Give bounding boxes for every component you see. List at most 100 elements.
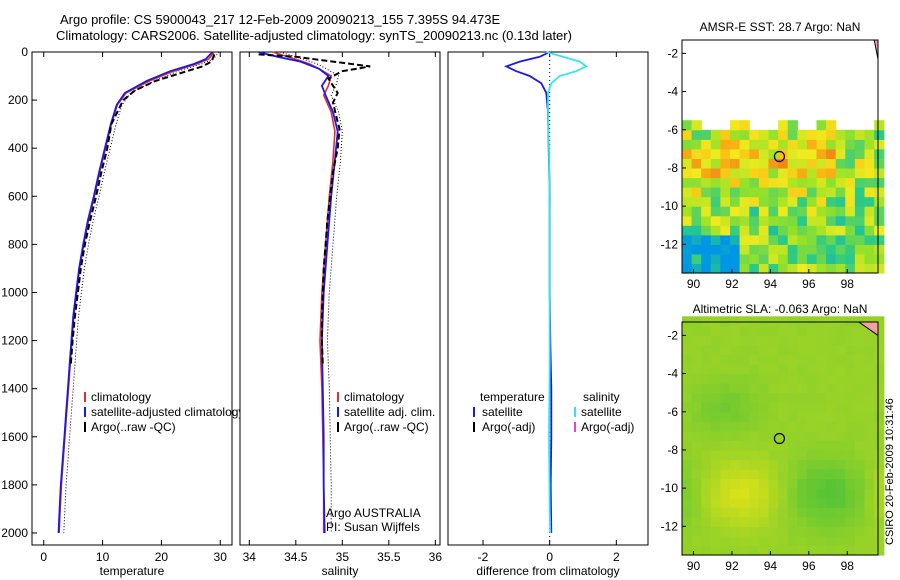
heatmap-cell (701, 373, 712, 384)
heatmap-cell (797, 215, 808, 226)
x-tick-label: 94 (764, 277, 778, 291)
heatmap-cell (701, 364, 712, 375)
heatmap-cell (778, 516, 789, 527)
heatmap-cell (749, 392, 760, 403)
heatmap-cell (787, 497, 798, 508)
heatmap-cell (682, 535, 693, 546)
heatmap-cell (778, 450, 789, 461)
heatmap-cell (845, 478, 856, 489)
heatmap-cell (691, 196, 702, 207)
figure-title-line2: Climatology: CARS2006. Satellite-adjuste… (56, 28, 572, 43)
heatmap-cell (730, 507, 741, 518)
heatmap-cell (816, 516, 827, 527)
heatmap-cell (816, 488, 827, 499)
heatmap-cell (787, 402, 798, 413)
heatmap-cell (806, 263, 818, 274)
heatmap-cell (701, 478, 712, 489)
heatmap-cell (864, 244, 875, 255)
y-tick-label: 200 (8, 93, 28, 107)
heatmap-cell (739, 215, 750, 226)
heatmap-cell (854, 373, 866, 384)
heatmap-cell (797, 535, 808, 546)
heatmap-cell (749, 158, 760, 169)
heatmap-cell (845, 402, 856, 413)
heatmap-cell (874, 325, 885, 336)
y-tick-label: 400 (8, 141, 28, 155)
heatmap-cell (806, 440, 818, 451)
heatmap-cell (845, 325, 856, 336)
heatmap-cell (710, 392, 721, 403)
heatmap-cell (816, 335, 827, 346)
heatmap-cell (806, 139, 818, 150)
heatmap-cell (758, 421, 770, 432)
heatmap-cell (730, 206, 741, 217)
heatmap-cell (816, 459, 827, 470)
heatmap-cell (749, 421, 760, 432)
heatmap-cell (701, 488, 712, 499)
heatmap-cell (806, 535, 818, 546)
heatmap-cell (758, 488, 770, 499)
heatmap-cell (730, 263, 741, 274)
heatmap-cell (739, 244, 750, 255)
heatmap-cell (778, 354, 789, 365)
heatmap-cell (768, 526, 779, 537)
heatmap-cell (739, 450, 750, 461)
heatmap-cell (778, 497, 789, 508)
heatmap-cell (797, 187, 808, 198)
heatmap-cell (710, 139, 721, 150)
heatmap-cell (758, 373, 770, 384)
heatmap-cell (739, 344, 750, 355)
heatmap-cell (710, 507, 721, 518)
heatmap-cell (749, 206, 760, 217)
heatmap-cell (816, 526, 827, 537)
heatmap-cell (720, 316, 731, 327)
heatmap-cell (720, 196, 731, 207)
heatmap-cell (768, 177, 779, 188)
map-heatmap-cells (682, 316, 885, 556)
heatmap-cell (710, 335, 721, 346)
heatmap-cell (854, 148, 866, 159)
heatmap-cell (845, 316, 856, 327)
heatmap-cell (691, 545, 702, 556)
heatmap-cell (730, 244, 741, 255)
heatmap-cell (720, 344, 731, 355)
heatmap-cell (758, 478, 770, 489)
heatmap-cell (778, 129, 789, 140)
heatmap-cell (816, 402, 827, 413)
heatmap-cell (739, 507, 750, 518)
heatmap-cell (864, 507, 875, 518)
heatmap-cell (845, 459, 856, 470)
heatmap-cell (730, 364, 741, 375)
heatmap-cell (874, 120, 885, 131)
heatmap-cell (845, 177, 856, 188)
heatmap-cell (768, 383, 779, 394)
heatmap-cell (806, 215, 818, 226)
heatmap-cell (806, 516, 818, 527)
heatmap-cell (768, 196, 779, 207)
heatmap-cell (768, 158, 779, 169)
heatmap-cell (816, 196, 827, 207)
heatmap-cell (710, 383, 721, 394)
heatmap-cell (682, 392, 693, 403)
heatmap-cell (874, 196, 885, 207)
heatmap-cell (854, 158, 866, 169)
heatmap-cell (758, 507, 770, 518)
heatmap-cell (806, 469, 818, 480)
heatmap-cell (701, 535, 712, 546)
heatmap-cell (710, 421, 721, 432)
heatmap-cell (854, 535, 866, 546)
heatmap-cell (730, 392, 741, 403)
heatmap-cell (864, 411, 875, 422)
heatmap-cell (806, 253, 818, 264)
legend-label: climatology (91, 390, 151, 404)
heatmap-cell (739, 158, 750, 169)
heatmap-cell (864, 545, 875, 556)
heatmap-cell (739, 383, 750, 394)
heatmap-cell (826, 354, 837, 365)
heatmap-cell (826, 316, 837, 327)
heatmap-cell (826, 545, 837, 556)
heatmap-cell (835, 488, 846, 499)
heatmap-cell (778, 325, 789, 336)
heatmap-cell (682, 516, 693, 527)
